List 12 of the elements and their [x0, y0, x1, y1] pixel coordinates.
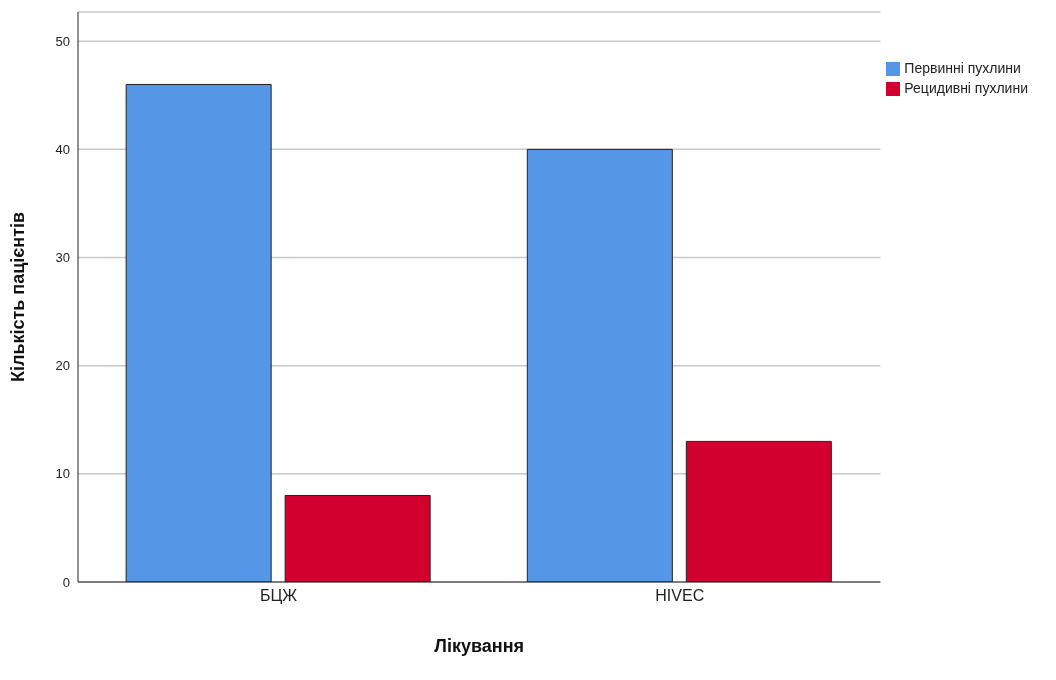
y-tick-label: 30 [55, 250, 70, 266]
y-axis-title: Кількість пацієнтів [8, 211, 29, 383]
x-tick-label: HIVEC [655, 587, 705, 605]
y-tick-label: 20 [55, 358, 70, 374]
legend-label: Рецидивні пухлини [904, 80, 1028, 96]
x-tick-label: БЦЖ [260, 587, 298, 605]
y-tick-label: 10 [55, 466, 70, 482]
y-tick-label: 50 [55, 33, 70, 49]
y-tick-label: 0 [62, 574, 70, 590]
y-tick-label: 40 [55, 141, 70, 157]
x-axis-title: Лікування [434, 636, 525, 656]
legend-label: Первинні пухлини [904, 60, 1021, 76]
